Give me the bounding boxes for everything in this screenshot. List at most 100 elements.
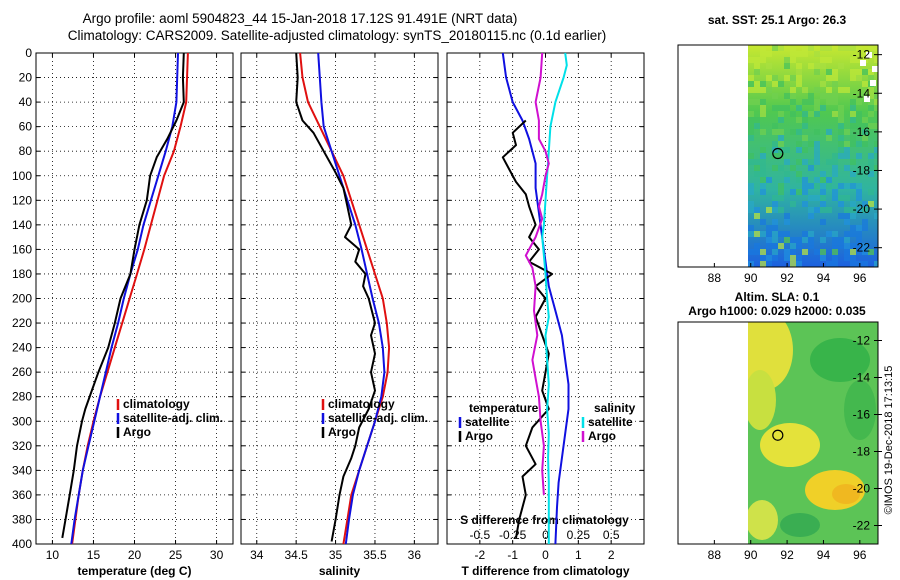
sst-pixel: [856, 231, 862, 237]
imos-credit: ©IMOS 19-Dec-2018 17:13:15: [883, 366, 895, 515]
sst-pixel: [862, 219, 868, 225]
sst-pixel: [784, 105, 790, 111]
tick-label-y: 140: [12, 218, 32, 232]
sst-pixel: [838, 129, 844, 135]
sst-pixel: [856, 189, 862, 195]
sst-pixel: [862, 129, 868, 135]
sst-pixel: [814, 147, 820, 153]
sst-pixel: [784, 171, 790, 177]
sst-pixel: [748, 99, 754, 105]
sst-pixel: [808, 231, 814, 237]
sst-pixel: [760, 159, 766, 165]
sst-pixel: [796, 147, 802, 153]
sst-pixel: [772, 123, 778, 129]
series-line-satellite-adj-clim-: [317, 52, 386, 545]
sst-pixel: [838, 123, 844, 129]
sst-pixel: [874, 213, 878, 219]
sst-pixel: [826, 99, 832, 105]
sst-pixel: [760, 57, 766, 63]
sst-pixel: [844, 153, 850, 159]
sst-pixel: [778, 165, 784, 171]
sst-pixel: [844, 243, 850, 249]
sst-pixel: [802, 231, 808, 237]
sst-pixel: [772, 201, 778, 207]
sst-pixel: [772, 195, 778, 201]
sst-pixel: [790, 99, 796, 105]
sst-pixel: [766, 225, 772, 231]
sst-pixel: [766, 75, 772, 81]
sst-pixel: [838, 201, 844, 207]
sst-pixel: [868, 171, 874, 177]
sst-pixel: [814, 249, 820, 255]
sst-pixel: [850, 183, 856, 189]
sst-pixel: [784, 177, 790, 183]
sst-pixel: [820, 45, 826, 51]
sst-pixel: [862, 201, 868, 207]
sst-pixel: [820, 177, 826, 183]
sst-pixel: [778, 141, 784, 147]
sst-pixel: [874, 165, 878, 171]
sst-pixel: [850, 171, 856, 177]
sst-pixel: [862, 135, 868, 141]
sst-pixel: [814, 99, 820, 105]
sst-pixel: [778, 81, 784, 87]
sst-pixel: [844, 231, 850, 237]
sst-pixel: [832, 69, 838, 75]
tick-label-x: 35.5: [363, 548, 387, 562]
tick-label-y: 280: [12, 390, 32, 404]
sst-pixel: [832, 243, 838, 249]
sst-pixel: [838, 117, 844, 123]
series-line-temperature-argo: [501, 119, 554, 539]
sst-pixel: [772, 165, 778, 171]
sst-pixel: [766, 261, 772, 267]
sst-pixel: [820, 189, 826, 195]
tick-label-x: 36: [408, 548, 422, 562]
sst-pixel: [868, 201, 874, 207]
sst-pixel: [850, 123, 856, 129]
sst-pixel: [754, 207, 760, 213]
sst-pixel: [844, 213, 850, 219]
sst-pixel: [748, 225, 754, 231]
sst-pixel: [844, 237, 850, 243]
sst-pixel: [814, 207, 820, 213]
sst-pixel: [838, 243, 844, 249]
sst-pixel: [844, 219, 850, 225]
sst-pixel: [778, 243, 784, 249]
sst-pixel: [826, 261, 832, 267]
sst-pixel: [790, 243, 796, 249]
legend-header: salinity: [594, 401, 636, 415]
sst-pixel: [814, 141, 820, 147]
sst-pixel: [748, 111, 754, 117]
sst-pixel: [778, 45, 784, 51]
sst-pixel: [874, 57, 878, 63]
tick-label-x: 90: [744, 271, 758, 285]
sst-pixel: [760, 45, 766, 51]
sst-pixel: [820, 171, 826, 177]
sst-pixel: [820, 183, 826, 189]
sst-pixel: [856, 207, 862, 213]
sst-pixel: [844, 195, 850, 201]
sst-pixel: [802, 117, 808, 123]
tick-label-x: 88: [708, 271, 722, 285]
sst-pixel: [820, 63, 826, 69]
sst-pixel: [802, 51, 808, 57]
tick-label-x: 35: [329, 548, 343, 562]
sst-pixel: [850, 69, 856, 75]
sst-pixel: [832, 255, 838, 261]
tick-label-y: 120: [12, 193, 32, 207]
tick-label-y: -16: [853, 125, 871, 139]
sst-pixel: [808, 213, 814, 219]
sst-pixel: [844, 87, 850, 93]
sst-pixel: [856, 117, 862, 123]
tick-label-x2: 0.5: [603, 528, 620, 542]
sst-pixel: [868, 123, 874, 129]
tick-label-x: 25: [169, 548, 183, 562]
sst-pixel: [748, 81, 754, 87]
sst-pixel: [838, 111, 844, 117]
sst-pixel: [814, 159, 820, 165]
argo-position-marker: [772, 429, 784, 441]
sst-pixel: [754, 231, 760, 237]
legend-label: climatology: [328, 397, 395, 411]
legend-header: temperature: [469, 401, 539, 415]
